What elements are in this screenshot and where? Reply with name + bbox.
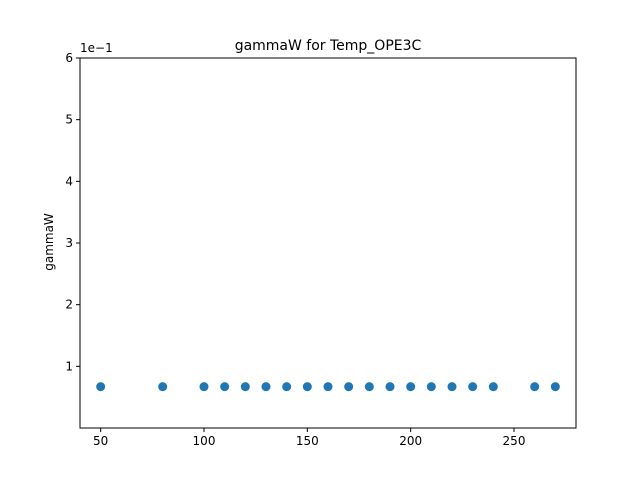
data-point xyxy=(530,382,540,392)
y-tick-label: 1 xyxy=(65,359,73,373)
data-point xyxy=(261,382,271,392)
data-point xyxy=(426,382,436,392)
y-tick-label: 2 xyxy=(65,298,73,312)
x-tick-label: 100 xyxy=(193,434,216,448)
data-point xyxy=(406,382,416,392)
axis-ticks: 50 100 150 200 250 1 2 3 4 5 6 xyxy=(65,51,525,448)
y-tick-label: 3 xyxy=(65,236,73,250)
data-point xyxy=(240,382,250,392)
data-point xyxy=(158,382,168,392)
data-point xyxy=(488,382,498,392)
data-point xyxy=(323,382,333,392)
plot-area-frame xyxy=(79,57,577,429)
x-tick-label: 250 xyxy=(503,434,526,448)
data-point xyxy=(364,382,374,392)
data-point xyxy=(550,382,560,392)
data-point xyxy=(282,382,292,392)
data-point xyxy=(96,382,106,392)
data-points xyxy=(96,382,560,392)
x-tick-label: 200 xyxy=(399,434,422,448)
y-tick-label: 5 xyxy=(65,113,73,127)
y-axis-scale-label: 1e−1 xyxy=(80,41,113,55)
data-point xyxy=(199,382,209,392)
y-tick-label: 4 xyxy=(65,174,73,188)
data-point xyxy=(447,382,457,392)
data-point xyxy=(468,382,478,392)
x-tick-label: 50 xyxy=(93,434,108,448)
data-point xyxy=(220,382,230,392)
y-tick-label: 6 xyxy=(65,51,73,65)
data-point xyxy=(344,382,354,392)
chart-title: gammaW for Temp_OPE3C xyxy=(235,38,422,54)
y-axis-label: gammaW xyxy=(42,213,56,271)
data-point xyxy=(385,382,395,392)
x-tick-label: 150 xyxy=(296,434,319,448)
data-point xyxy=(302,382,312,392)
